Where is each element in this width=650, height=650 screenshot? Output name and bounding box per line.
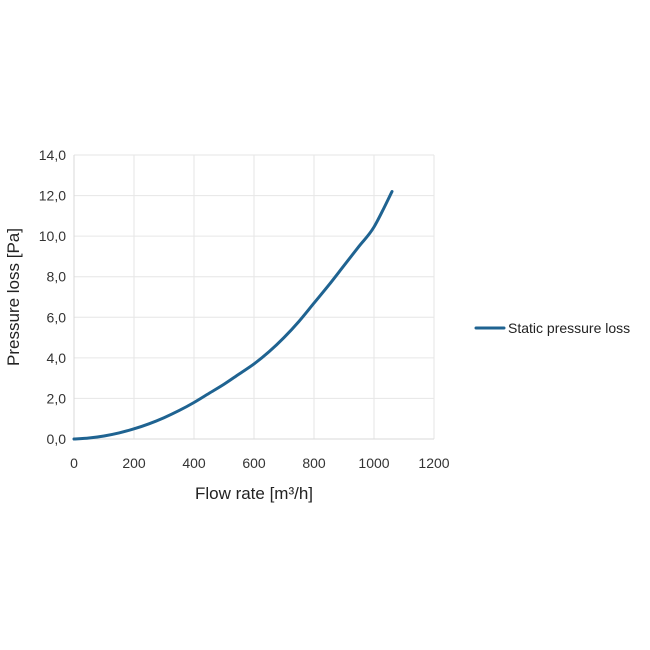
axes [73,155,434,440]
y-tick-label: 10,0 [39,228,66,244]
series-line-static-pressure-loss [72,190,394,441]
y-tick-label: 6,0 [47,309,67,325]
y-tick-label: 8,0 [47,269,67,285]
y-tick-label: 12,0 [39,188,66,204]
x-tick-label: 1200 [418,455,449,471]
y-axis-title: Pressure loss [Pa] [4,228,23,366]
y-tick-label: 14,0 [39,147,66,163]
legend-label: Static pressure loss [508,320,630,336]
y-tick-label: 4,0 [47,350,67,366]
y-tick-labels: 0,0 2,0 4,0 6,0 8,0 10,0 12,0 14,0 [39,147,66,447]
x-tick-labels: 0 200 400 600 800 1000 1200 [70,455,450,471]
x-tick-label: 800 [302,455,326,471]
x-tick-label: 400 [182,455,206,471]
series [72,190,394,441]
x-tick-label: 600 [242,455,266,471]
y-tick-label: 0,0 [47,431,67,447]
x-tick-label: 200 [122,455,146,471]
x-tick-label: 0 [70,455,78,471]
legend: Static pressure loss [474,320,630,336]
x-tick-label: 1000 [358,455,389,471]
y-tick-label: 2,0 [47,390,67,406]
grid [74,154,435,439]
x-axis-title: Flow rate [m³/h] [195,484,313,503]
